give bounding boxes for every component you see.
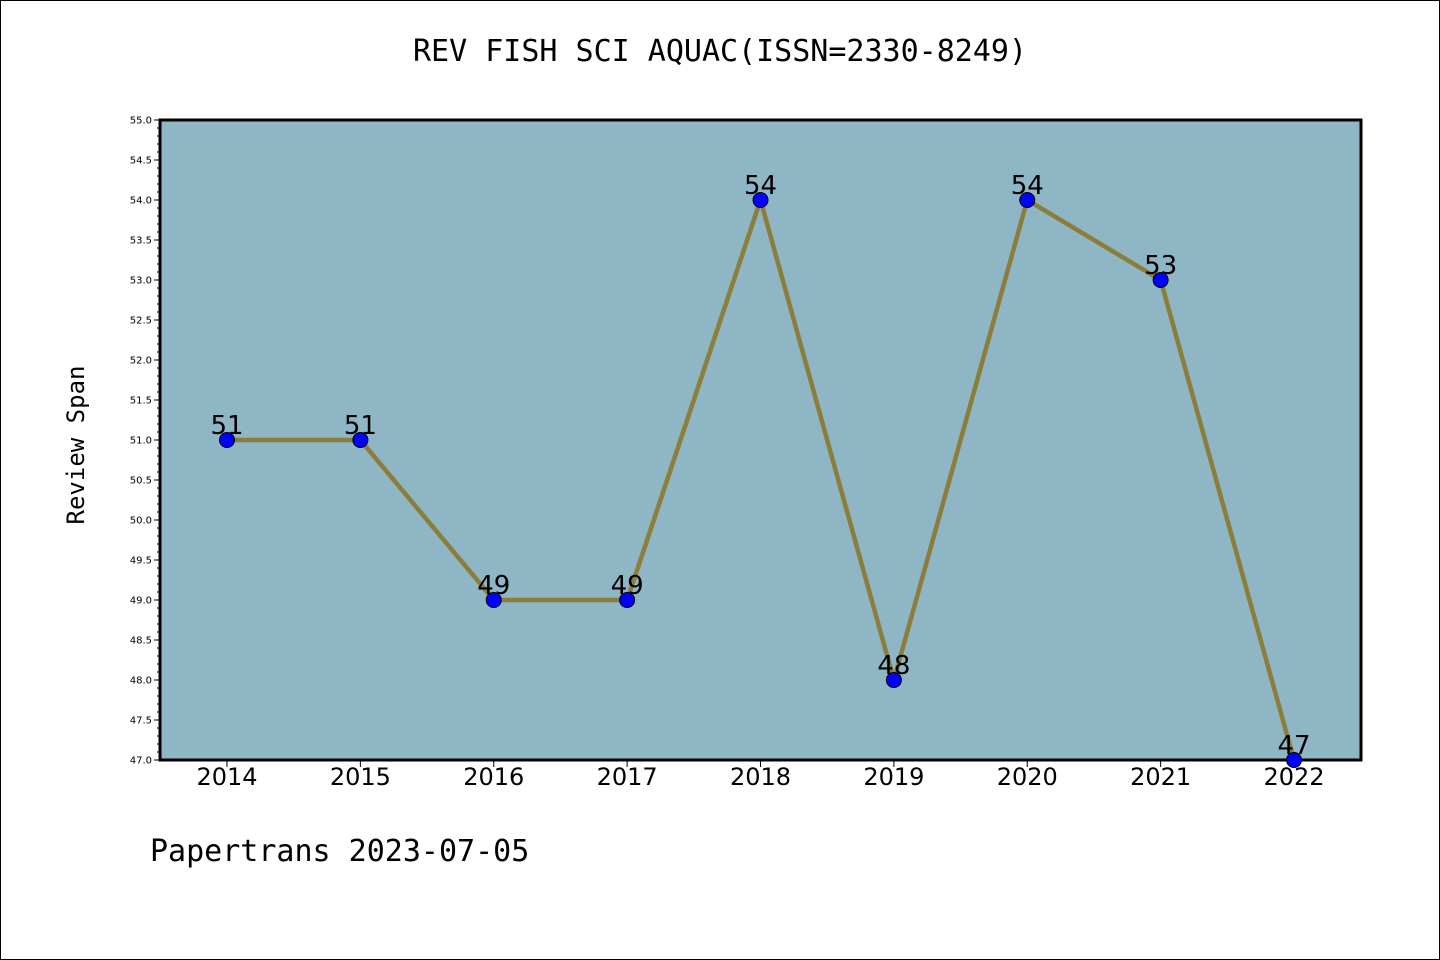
footer-watermark: Papertrans 2023-07-05 [150, 834, 530, 869]
y-tick-label: 52.5 [130, 316, 152, 327]
data-label: 49 [477, 571, 510, 601]
y-tick-label: 49.5 [130, 556, 152, 567]
y-tick-label: 50.5 [130, 476, 152, 487]
y-tick-label: 51.5 [130, 396, 152, 407]
y-tick-label: 49.0 [130, 596, 152, 607]
data-point [1019, 192, 1036, 208]
data-label: 51 [344, 411, 377, 441]
data-label: 54 [1011, 171, 1044, 201]
y-axis: 47.0 47.5 48.0 48.5 49.0 49.5 50.0 50.5 51.0 51.5… [130, 116, 160, 767]
x-tick-label: 2018 [730, 763, 791, 791]
data-label: 54 [744, 171, 777, 201]
data-label: 47 [1277, 731, 1310, 761]
chart-title: REV FISH SCI AQUAC(ISSN=2330-8249) [412, 34, 1028, 69]
y-tick-label: 53.0 [130, 276, 152, 287]
x-tick-label: 2016 [463, 763, 524, 791]
x-tick-label: 2015 [330, 763, 391, 791]
y-tick-label: 47.0 [130, 756, 152, 767]
x-axis: 2014 2015 2016 2017 2018 2019 2020 2021 2022 [196, 760, 1325, 791]
data-label: 51 [210, 411, 243, 441]
x-tick-label: 2021 [1130, 763, 1191, 791]
x-tick-label: 2020 [997, 763, 1058, 791]
y-tick-label: 51.0 [130, 436, 152, 447]
x-tick-label: 2017 [597, 763, 658, 791]
y-tick-label: 50.0 [130, 516, 152, 527]
y-tick-label: 53.5 [130, 236, 152, 247]
y-tick-label: 47.5 [130, 716, 152, 727]
data-point [1286, 752, 1302, 768]
data-points [219, 192, 1302, 768]
data-point [485, 592, 502, 608]
data-point [752, 192, 769, 208]
data-labels: 51 51 49 49 54 48 54 53 47 [210, 171, 1310, 761]
y-tick-label: 55.0 [130, 116, 152, 127]
data-point [619, 592, 636, 608]
y-tick-label: 54.5 [130, 156, 152, 167]
x-tick-label: 2014 [196, 763, 257, 791]
data-label: 53 [1144, 251, 1177, 281]
data-point [352, 432, 369, 448]
y-tick-label: 54.0 [130, 196, 152, 207]
data-point [1152, 272, 1169, 288]
y-tick-label: 52.0 [130, 356, 152, 367]
data-point [885, 672, 902, 688]
data-label: 49 [611, 571, 644, 601]
y-tick-label: 48.5 [130, 636, 152, 647]
x-tick-label: 2019 [863, 763, 924, 791]
y-tick-label: 48.0 [130, 676, 152, 687]
data-point [219, 432, 235, 448]
data-label: 48 [877, 651, 910, 681]
